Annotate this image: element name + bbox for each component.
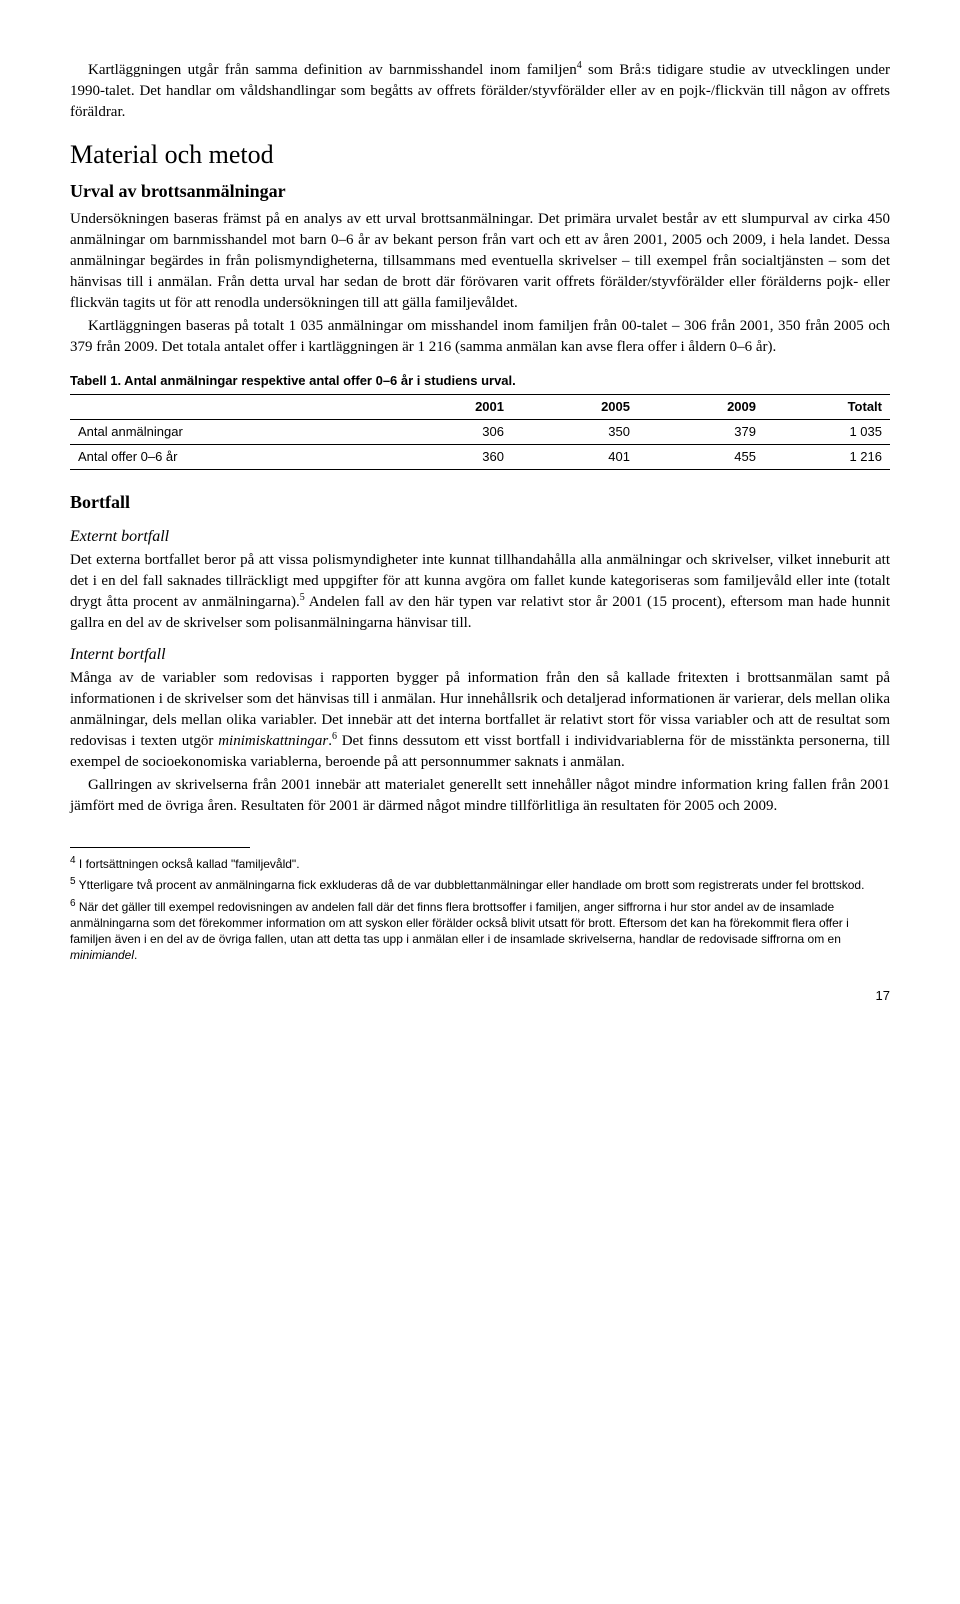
table-header-cell: Totalt — [764, 394, 890, 419]
externt-p1: Det externa bortfallet beror på att viss… — [70, 550, 890, 634]
table-row: Antal anmälningar 306 350 379 1 035 — [70, 419, 890, 444]
footnote-text: I fortsättningen också kallad "familjevå… — [76, 857, 300, 871]
table-row: Antal offer 0–6 år 360 401 455 1 216 — [70, 445, 890, 470]
footnotes-separator — [70, 847, 250, 848]
heading-urval: Urval av brottsanmälningar — [70, 179, 890, 204]
footnote-4: 4 I fortsättningen också kallad "familje… — [70, 854, 890, 872]
table-header-cell — [70, 394, 386, 419]
data-table: 2001 2005 2009 Totalt Antal anmälningar … — [70, 394, 890, 471]
intro-paragraph: Kartläggningen utgår från samma definiti… — [70, 60, 890, 123]
table-header-cell: 2009 — [638, 394, 764, 419]
heading-bortfall: Bortfall — [70, 490, 890, 515]
table-cell: 1 216 — [764, 445, 890, 470]
table-cell: 306 — [386, 419, 512, 444]
table-header-cell: 2001 — [386, 394, 512, 419]
internt-p1: Många av de variabler som redovisas i ra… — [70, 668, 890, 773]
heading-internt-bortfall: Internt bortfall — [70, 644, 890, 666]
table-caption: Tabell 1. Antal anmälningar respektive a… — [70, 372, 890, 390]
internt-p2: Gallringen av skrivelserna från 2001 inn… — [70, 775, 890, 817]
table-cell: 455 — [638, 445, 764, 470]
footnote-6: 6 När det gäller till exempel redovisnin… — [70, 897, 890, 964]
table-cell: 360 — [386, 445, 512, 470]
footnote-italic: minimiandel — [70, 948, 134, 962]
table-cell: Antal anmälningar — [70, 419, 386, 444]
section1-p2: Kartläggningen baseras på totalt 1 035 a… — [70, 316, 890, 358]
footnote-text: När det gäller till exempel redovisninge… — [70, 900, 849, 946]
section1-p1: Undersökningen baseras främst på en anal… — [70, 209, 890, 314]
table-cell: 379 — [638, 419, 764, 444]
table-cell: 350 — [512, 419, 638, 444]
footnote-5: 5 Ytterligare två procent av anmälningar… — [70, 875, 890, 893]
footnote-text-b: . — [134, 948, 137, 962]
table-cell: Antal offer 0–6 år — [70, 445, 386, 470]
table-header-cell: 2005 — [512, 394, 638, 419]
footnote-text: Ytterligare två procent av anmälningarna… — [76, 878, 865, 892]
intro-text-a: Kartläggningen utgår från samma definiti… — [88, 62, 577, 78]
heading-material-metod: Material och metod — [70, 137, 890, 173]
page-number: 17 — [70, 987, 890, 1005]
table-cell: 1 035 — [764, 419, 890, 444]
internt-italic: minimiskattningar — [218, 733, 328, 749]
table-header-row: 2001 2005 2009 Totalt — [70, 394, 890, 419]
heading-externt-bortfall: Externt bortfall — [70, 526, 890, 548]
table-cell: 401 — [512, 445, 638, 470]
